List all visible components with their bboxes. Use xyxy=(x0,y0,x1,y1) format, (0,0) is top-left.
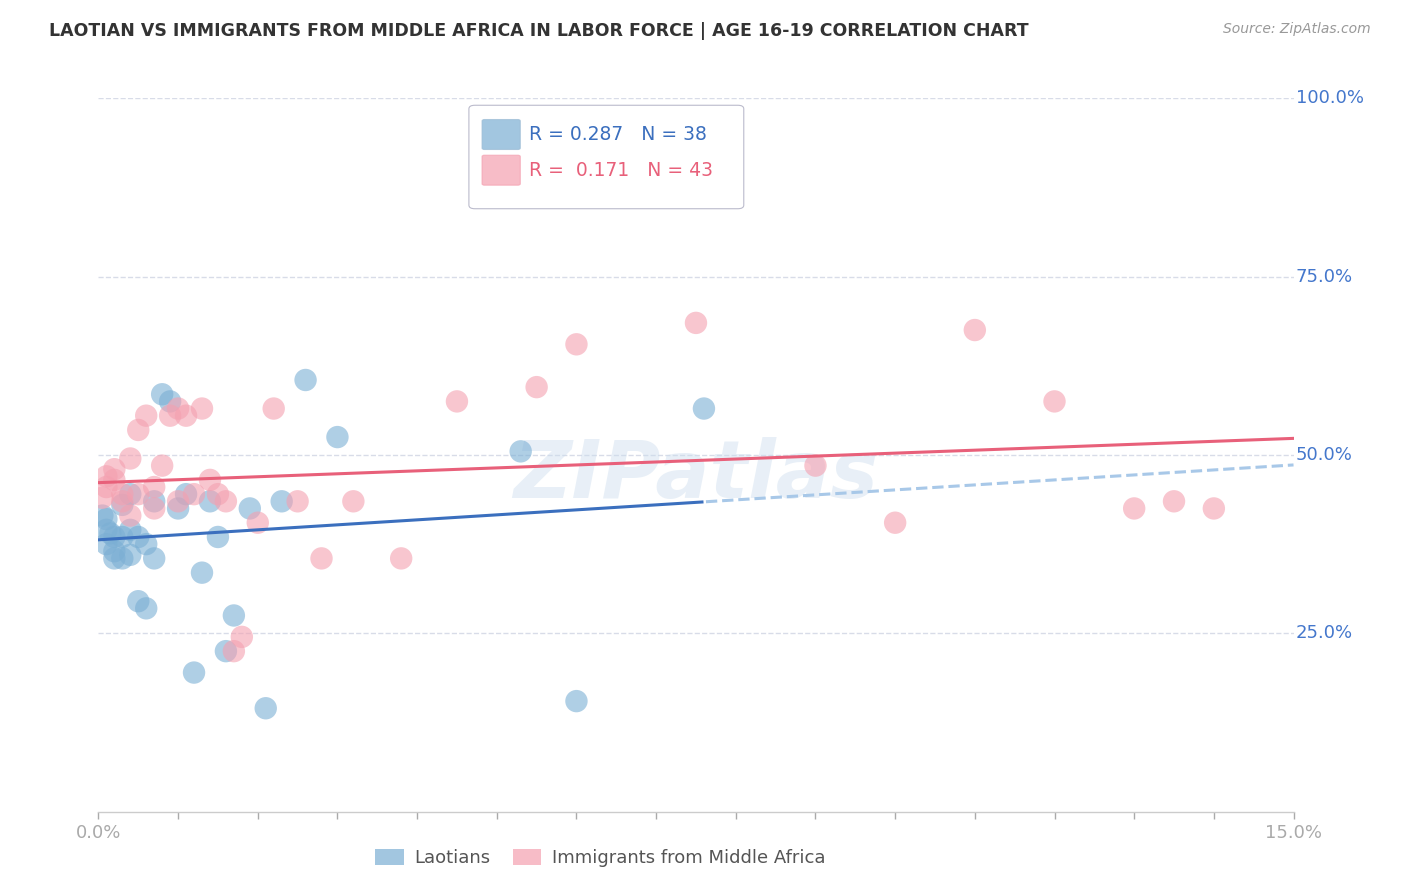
Point xyxy=(263,401,285,416)
Point xyxy=(239,501,262,516)
FancyBboxPatch shape xyxy=(482,120,520,150)
Point xyxy=(174,409,197,423)
Text: 75.0%: 75.0% xyxy=(1296,268,1353,285)
Point xyxy=(1163,494,1185,508)
Point xyxy=(103,551,125,566)
Point xyxy=(120,523,142,537)
Point xyxy=(159,394,181,409)
Point xyxy=(135,409,157,423)
Point xyxy=(96,480,118,494)
Point xyxy=(246,516,269,530)
Point xyxy=(103,473,125,487)
Point xyxy=(150,458,173,473)
Legend: Laotians, Immigrants from Middle Africa: Laotians, Immigrants from Middle Africa xyxy=(368,841,832,874)
Point xyxy=(342,494,364,508)
Point xyxy=(191,566,214,580)
Text: 25.0%: 25.0% xyxy=(1296,624,1353,642)
Point xyxy=(254,701,277,715)
Point xyxy=(198,473,221,487)
Text: R =  0.171   N = 43: R = 0.171 N = 43 xyxy=(529,161,713,179)
Point xyxy=(135,601,157,615)
Point xyxy=(311,551,333,566)
Text: Source: ZipAtlas.com: Source: ZipAtlas.com xyxy=(1223,22,1371,37)
Text: 50.0%: 50.0% xyxy=(1296,446,1353,464)
Point xyxy=(389,551,412,566)
Point xyxy=(96,523,118,537)
Point xyxy=(111,494,134,508)
Point xyxy=(174,487,197,501)
Point xyxy=(120,508,142,523)
Point xyxy=(231,630,253,644)
Point xyxy=(98,526,122,541)
Point xyxy=(120,451,142,466)
Point xyxy=(1043,394,1066,409)
Point xyxy=(96,537,118,551)
Point xyxy=(127,487,149,501)
Point xyxy=(565,337,588,351)
Point xyxy=(215,494,238,508)
Point xyxy=(294,373,316,387)
Point xyxy=(207,530,229,544)
Point xyxy=(127,594,149,608)
Point xyxy=(693,401,716,416)
Point xyxy=(143,551,166,566)
Point xyxy=(91,508,114,523)
Point xyxy=(127,530,149,544)
Point xyxy=(143,480,166,494)
Point xyxy=(884,516,907,530)
FancyBboxPatch shape xyxy=(482,155,520,186)
Point xyxy=(198,494,221,508)
Point xyxy=(127,423,149,437)
Point xyxy=(963,323,986,337)
Point xyxy=(685,316,707,330)
Point xyxy=(215,644,238,658)
Point xyxy=(446,394,468,409)
Point xyxy=(143,494,166,508)
Point xyxy=(111,530,134,544)
Point xyxy=(91,491,114,505)
Text: R = 0.287   N = 38: R = 0.287 N = 38 xyxy=(529,125,707,144)
Point xyxy=(509,444,531,458)
Point xyxy=(96,469,118,483)
Point xyxy=(143,501,166,516)
Point xyxy=(804,458,827,473)
Point xyxy=(135,537,157,551)
Point xyxy=(120,548,142,562)
Point xyxy=(270,494,292,508)
Point xyxy=(103,544,125,558)
Text: 100.0%: 100.0% xyxy=(1296,89,1364,107)
Point xyxy=(183,665,205,680)
Point xyxy=(167,401,190,416)
Point xyxy=(167,494,190,508)
Point xyxy=(111,551,134,566)
Point xyxy=(287,494,309,508)
Point xyxy=(526,380,548,394)
Point xyxy=(326,430,349,444)
Point xyxy=(150,387,173,401)
Point xyxy=(1123,501,1146,516)
Point xyxy=(191,401,214,416)
Point xyxy=(103,462,125,476)
Text: LAOTIAN VS IMMIGRANTS FROM MIDDLE AFRICA IN LABOR FORCE | AGE 16-19 CORRELATION : LAOTIAN VS IMMIGRANTS FROM MIDDLE AFRICA… xyxy=(49,22,1029,40)
Point xyxy=(159,409,181,423)
Point xyxy=(103,530,125,544)
Point xyxy=(565,694,588,708)
Point xyxy=(207,487,229,501)
Text: ZIPatlas: ZIPatlas xyxy=(513,437,879,516)
Point xyxy=(96,512,118,526)
Point xyxy=(222,608,245,623)
Point xyxy=(120,487,142,501)
Point xyxy=(1202,501,1225,516)
Point xyxy=(222,644,245,658)
Point xyxy=(167,501,190,516)
Point xyxy=(183,487,205,501)
Point xyxy=(111,487,134,501)
Point xyxy=(111,498,134,512)
FancyBboxPatch shape xyxy=(470,105,744,209)
